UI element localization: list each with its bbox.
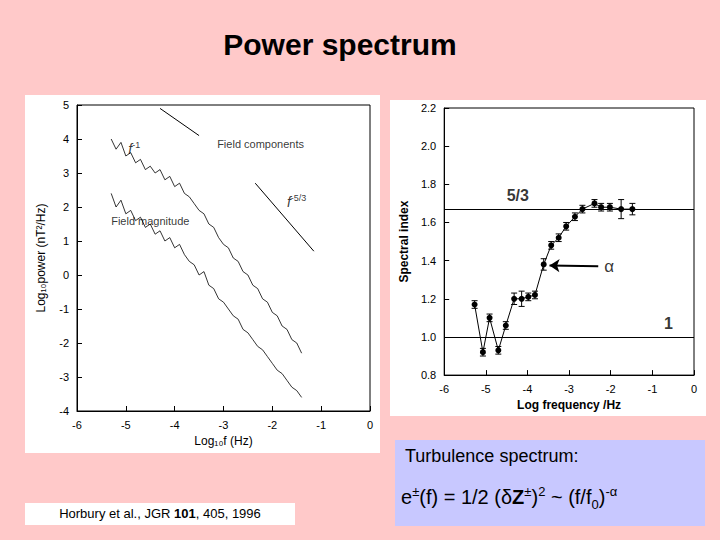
svg-text:-5: -5 [481,383,491,395]
svg-text:-3: -3 [219,419,229,431]
svg-text:2.2: 2.2 [421,102,436,114]
svg-text:2: 2 [63,201,69,213]
svg-text:Log₁₀power (nT²/Hz): Log₁₀power (nT²/Hz) [34,203,48,312]
svg-text:-1: -1 [316,419,326,431]
svg-text:4: 4 [63,133,69,145]
svg-text:Log frequency /Hz: Log frequency /Hz [517,398,621,412]
svg-text:-3: -3 [564,383,574,395]
svg-text:α: α [604,257,614,276]
svg-text:-1: -1 [647,383,657,395]
svg-text:1.0: 1.0 [421,331,436,343]
svg-text:0.8: 0.8 [421,369,436,381]
svg-text:-1: -1 [132,140,140,150]
svg-text:-4: -4 [59,405,69,417]
svg-text:0: 0 [367,419,373,431]
svg-text:-6: -6 [439,383,449,395]
svg-text:2.0: 2.0 [421,140,436,152]
svg-text:1.8: 1.8 [421,178,436,190]
svg-text:5: 5 [63,99,69,111]
svg-text:-3: -3 [59,371,69,383]
html-text:Power spectrum: Power spectrum [223,28,457,61]
svg-text:0: 0 [63,269,69,281]
html-text:e±(f) = 1/2 (δ Z±)2~ (f/f0)-α: e±(f) = 1/2 (δ Z±)2~ (f/f0)-α [401,484,618,512]
svg-text:Field magnitude: Field magnitude [111,214,190,227]
svg-text:-2: -2 [267,419,277,431]
svg-text:1: 1 [63,235,69,247]
svg-text:0: 0 [691,383,697,395]
svg-text:-2: -2 [59,337,69,349]
svg-text:1.2: 1.2 [421,293,436,305]
svg-text:Spectral index: Spectral index [397,200,411,282]
svg-text:-4: -4 [523,383,533,395]
svg-text:3: 3 [63,167,69,179]
svg-text:-1: -1 [59,303,69,315]
svg-text:1: 1 [664,315,673,332]
svg-text:1.6: 1.6 [421,216,436,228]
svg-text:Field components: Field components [217,138,304,150]
svg-text:-6: -6 [72,419,82,431]
svg-text:1.4: 1.4 [421,255,436,267]
svg-text:-5/3: -5/3 [291,193,307,203]
html-text:Horbury et al., JGR 101, 405,: Horbury et al., JGR 101, 405, 1996 [59,506,261,521]
svg-text:-2: -2 [606,383,616,395]
svg-text:-5: -5 [121,419,131,431]
html-text:Turbulence spectrum:: Turbulence spectrum: [405,446,579,466]
svg-text:Log₁₀f (Hz): Log₁₀f (Hz) [194,434,252,448]
svg-text:5/3: 5/3 [507,187,529,204]
svg-text:-4: -4 [170,419,180,431]
